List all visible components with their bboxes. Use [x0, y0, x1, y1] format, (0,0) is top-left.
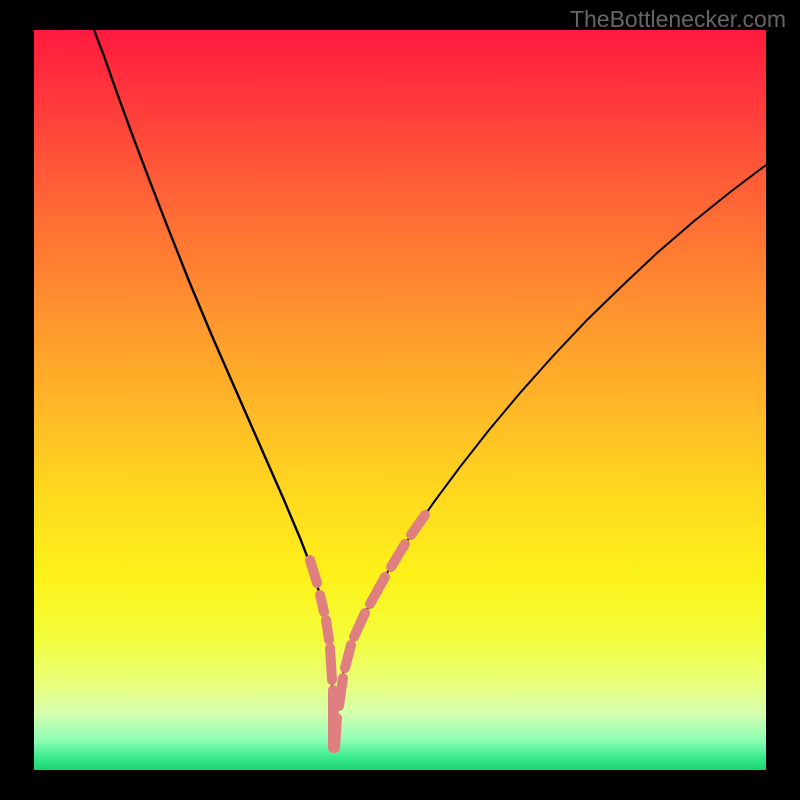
watermark-text: TheBottlenecker.com	[570, 6, 786, 33]
gradient-background	[34, 30, 766, 770]
chart-frame	[34, 30, 766, 770]
